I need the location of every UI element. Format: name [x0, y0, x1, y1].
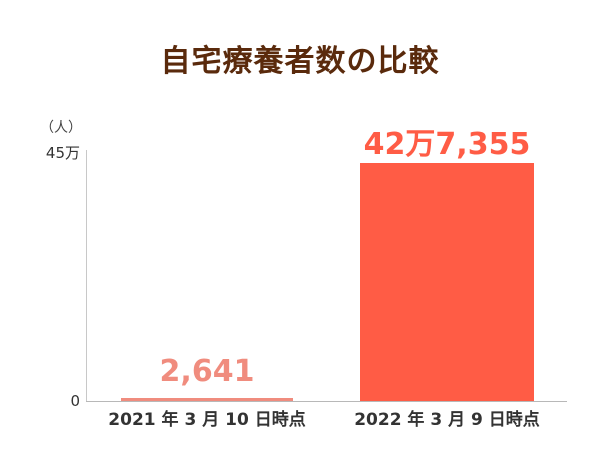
- y-tick-max: 45万: [45, 144, 80, 162]
- y-tick-zero: 0: [70, 392, 80, 410]
- bar-value-label-2021: 2,641: [159, 354, 255, 389]
- bar-2021: [121, 398, 293, 401]
- y-axis-line: [86, 150, 87, 401]
- x-label-2022: 2022 年 3 月 9 日時点: [354, 410, 540, 430]
- x-label-2021: 2021 年 3 月 10 日時点: [108, 410, 306, 430]
- bar-2022: [360, 162, 534, 401]
- y-axis-unit: （人）: [40, 120, 82, 136]
- chart-title: 自宅療養者数の比較: [160, 44, 440, 79]
- bar-value-label-2022: 42万7,355: [363, 126, 531, 162]
- x-axis-line: [86, 401, 567, 402]
